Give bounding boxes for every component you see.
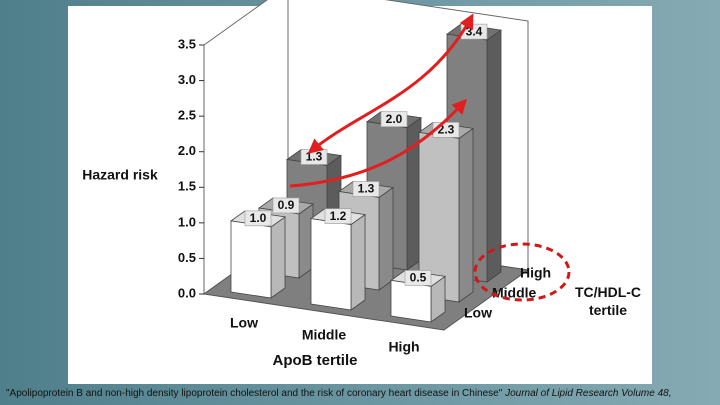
x-tick-label: Middle <box>302 327 347 343</box>
citation: "Apolipoprotein B and non-high density l… <box>6 388 720 399</box>
value-label-box <box>352 181 380 197</box>
bar <box>389 269 447 323</box>
y-tick-label: 2.0 <box>178 143 196 158</box>
y-tick-label: 2.5 <box>178 108 196 123</box>
value-label: 2.0 <box>386 112 403 126</box>
value-label-box <box>272 197 300 214</box>
bar-side <box>350 213 366 311</box>
highlight-ellipse <box>473 242 571 302</box>
value-label: 0.5 <box>410 271 427 285</box>
annotation-arrow <box>289 98 468 188</box>
y-tick-label: 0.5 <box>178 250 196 265</box>
bar <box>229 210 287 299</box>
plot-area: 0.00.51.01.52.02.53.03.51.32.03.40.91.32… <box>178 0 551 355</box>
value-label-box <box>244 210 272 227</box>
bar-side <box>458 127 474 303</box>
annotation-arrow <box>307 13 474 154</box>
y-tick-label: 3.5 <box>178 36 196 51</box>
y-tick-label: 0.0 <box>178 285 196 300</box>
legend-label: Low <box>464 305 492 321</box>
citation-article: "Apolipoprotein B and non-high density l… <box>6 388 503 399</box>
x-axis-title: ApoB tertile <box>272 352 357 369</box>
bar-side <box>378 186 394 291</box>
y-tick-label: 1.0 <box>178 214 196 229</box>
x-tick-label: High <box>388 339 419 355</box>
value-label-box <box>324 208 352 224</box>
bar-side <box>486 29 502 283</box>
bar-front <box>390 279 432 323</box>
bar <box>309 208 367 311</box>
y-axis-title: Hazard risk <box>82 167 158 183</box>
value-label: 1.3 <box>358 182 375 196</box>
legend-label: High <box>520 265 551 281</box>
z-axis-title: TC/HDL-C tertile <box>574 284 642 318</box>
value-label: 1.2 <box>330 209 347 223</box>
legend-label: Middle <box>492 285 537 301</box>
y-tick-label: 1.5 <box>178 179 196 194</box>
bar-side <box>270 216 286 299</box>
bar-front <box>230 220 272 299</box>
value-label: 1.3 <box>306 150 323 164</box>
value-label: 3.4 <box>466 24 483 38</box>
value-label: 1.0 <box>250 211 267 225</box>
bar-front <box>310 218 352 311</box>
y-tick-label: 3.0 <box>178 72 196 87</box>
citation-journal: Journal of Lipid Research Volume 48, <box>505 388 672 399</box>
value-label-box <box>404 270 432 286</box>
x-tick-label: Low <box>230 315 258 331</box>
value-label: 0.9 <box>278 198 295 212</box>
